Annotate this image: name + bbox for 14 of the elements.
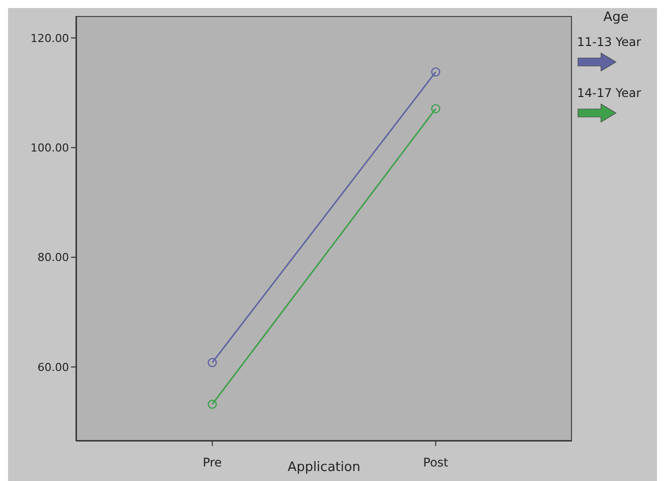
legend-title: Age (602, 10, 630, 25)
point (208, 400, 217, 409)
x-tick-label: Post (423, 456, 449, 470)
point (208, 358, 217, 368)
y-tick-label: 120.00 (30, 32, 69, 45)
y-tick-label: 80.00 (38, 251, 69, 264)
text: 11-13 Year (577, 35, 642, 49)
y-tick-label: 60.00 (38, 360, 69, 374)
x-axis-title: Application (288, 460, 360, 475)
y-tick-label: 100.00 (30, 142, 69, 155)
point (431, 67, 440, 77)
point (431, 104, 440, 114)
x-tick-label: Pre (202, 456, 222, 470)
text: 14-17 Year (577, 86, 642, 100)
